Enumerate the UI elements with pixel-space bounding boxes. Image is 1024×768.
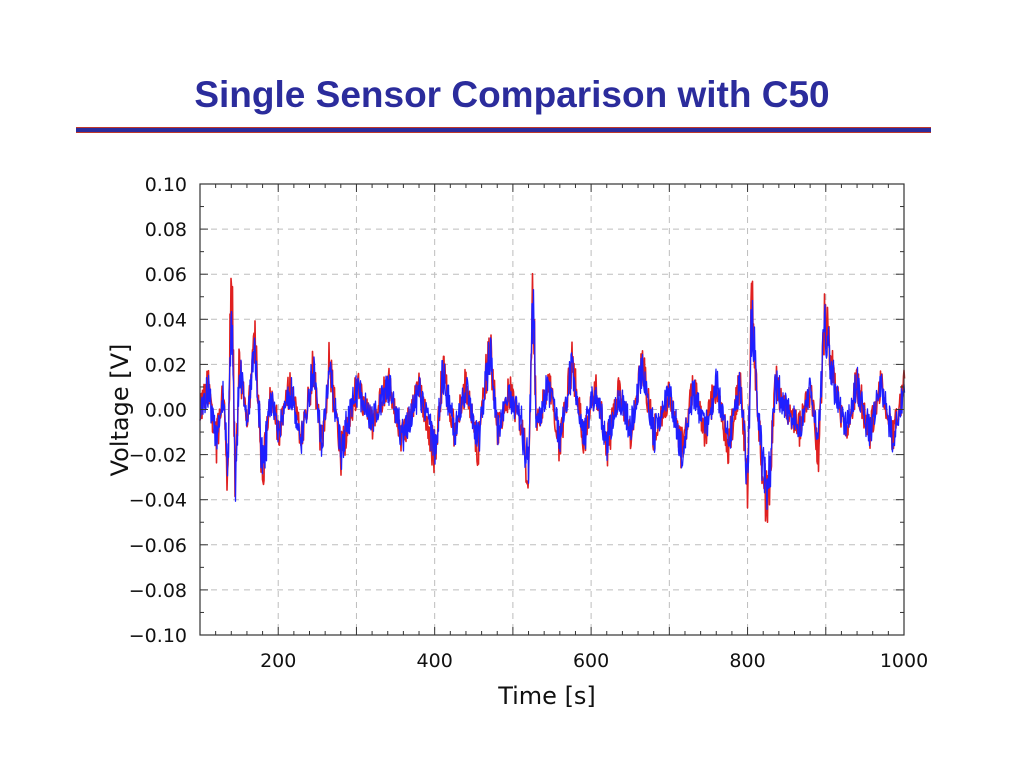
y-axis-title: Voltage [V] xyxy=(106,344,134,477)
tick-marks xyxy=(199,183,905,636)
x-tick-label: 400 xyxy=(417,650,453,672)
tick-labels: −0.10 −0.08 −0.06 −0.04 −0.02 0.00 0.02 0.04 0.0… xyxy=(129,174,928,672)
y-tick-label: −0.04 xyxy=(129,490,187,512)
y-tick-label: 0.10 xyxy=(145,174,187,196)
x-tick-label: 200 xyxy=(260,650,296,672)
x-axis-title: Time [s] xyxy=(497,682,596,710)
x-tick-label: 600 xyxy=(573,650,609,672)
y-tick-label: −0.10 xyxy=(129,625,187,647)
series-line-2 xyxy=(199,288,906,511)
grid-lines xyxy=(200,184,904,635)
y-tick-label: 0.02 xyxy=(145,354,187,376)
y-tick-label: −0.02 xyxy=(129,445,187,467)
y-tick-label: 0.06 xyxy=(145,264,187,286)
y-tick-label: 0.00 xyxy=(145,400,187,422)
title-underline xyxy=(76,127,931,133)
y-tick-label: −0.06 xyxy=(129,535,187,557)
y-tick-label: 0.08 xyxy=(145,219,187,241)
series-layer xyxy=(199,272,906,523)
x-tick-label: 800 xyxy=(729,650,765,672)
x-tick-label: 1000 xyxy=(880,650,928,672)
y-tick-label: −0.08 xyxy=(129,580,187,602)
y-tick-label: 0.04 xyxy=(145,309,187,331)
slide-title: Single Sensor Comparison with C50 xyxy=(194,74,830,115)
